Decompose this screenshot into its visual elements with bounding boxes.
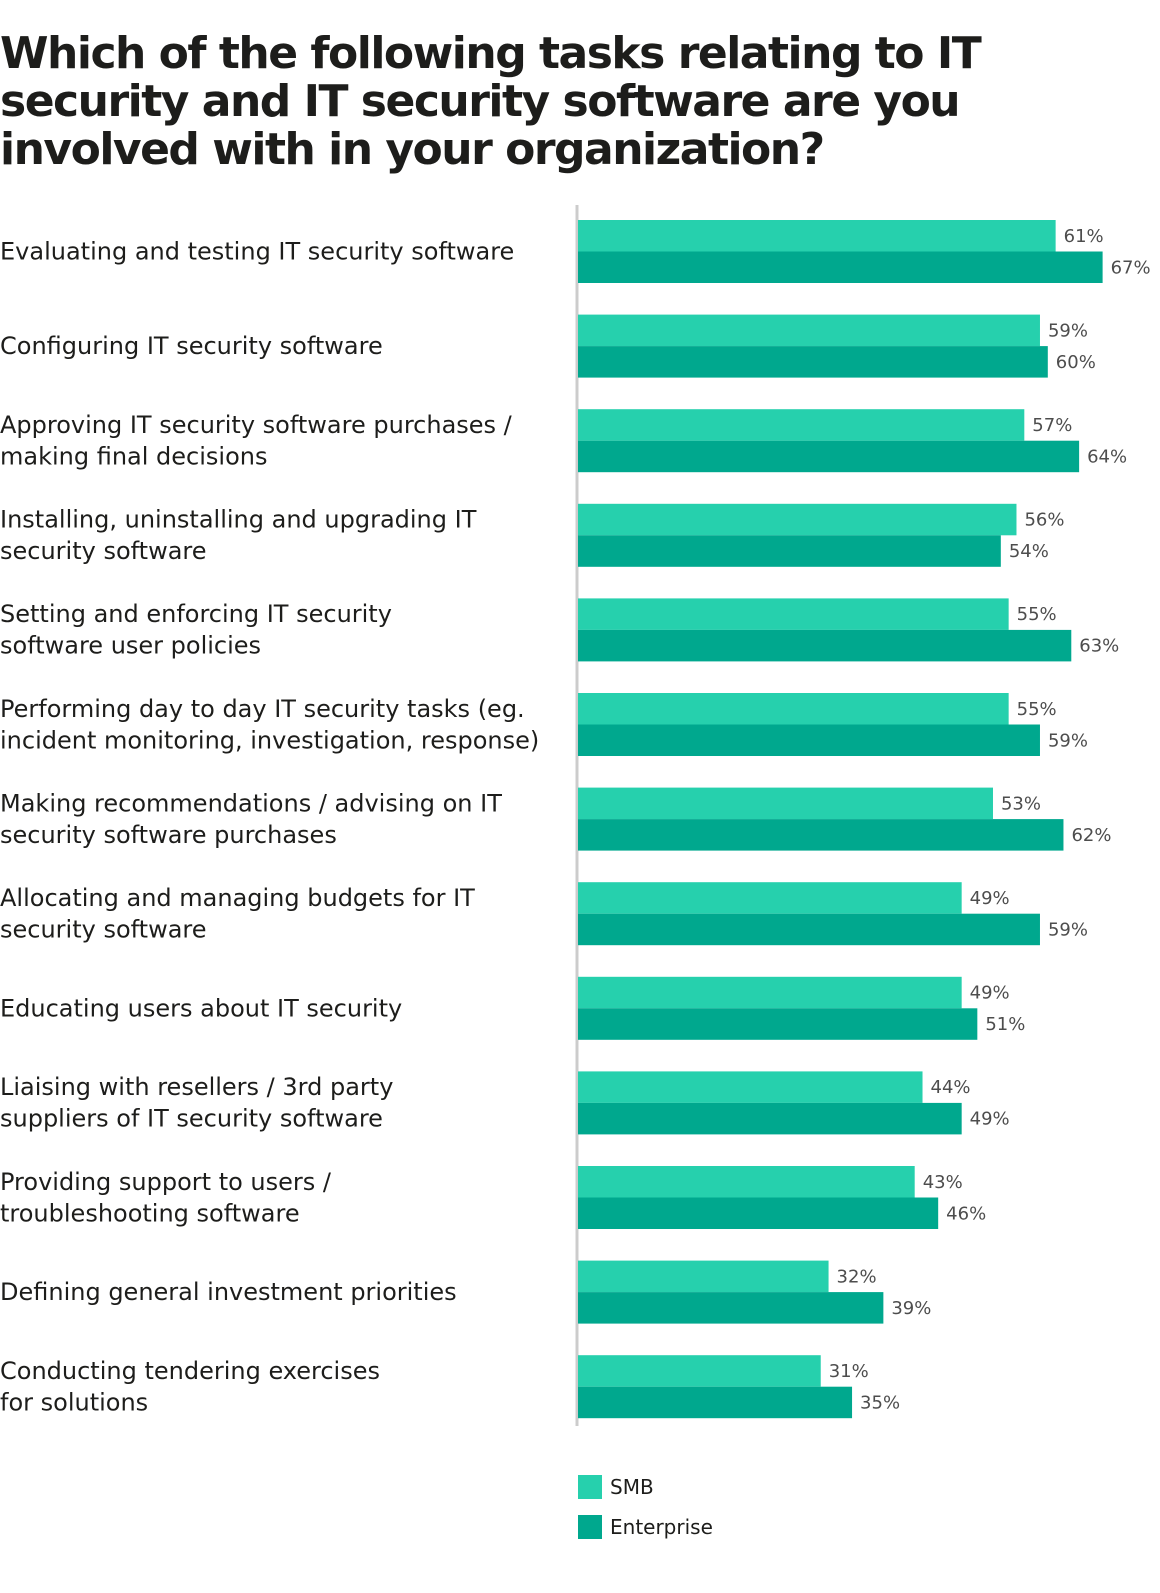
category-label-line: making final decisions [0, 442, 268, 470]
data-label: 56% [1024, 510, 1064, 531]
category-label-line: troubleshooting software [0, 1199, 300, 1227]
category-label-line: Performing day to day IT security tasks … [0, 695, 525, 723]
bar-enterprise [578, 535, 1001, 567]
data-label: 60% [1056, 352, 1096, 373]
bar-smb [578, 1071, 923, 1103]
category-label: Allocating and managing budgets for IT se… [0, 884, 475, 944]
category-label: Defining general investment priorities [0, 1278, 457, 1306]
category-label-line: Setting and enforcing IT security [0, 600, 392, 628]
data-label: 31% [829, 1361, 869, 1382]
data-label: 32% [837, 1266, 877, 1287]
bar-smb [578, 314, 1040, 347]
category-label: Evaluating and testing IT security softw… [0, 238, 514, 266]
category-label: Conducting tendering exercises for soluti… [0, 1357, 380, 1417]
category-label-line: for solutions [0, 1388, 148, 1416]
bar-enterprise [578, 440, 1080, 473]
category-label-line: Installing, uninstalling and upgrading I… [0, 506, 477, 534]
category-label-line: Configuring IT security software [0, 332, 383, 360]
category-label: Providing support to users / troubleshoot… [0, 1168, 332, 1228]
data-label: 59% [1048, 919, 1088, 940]
bar-smb [578, 1166, 915, 1198]
category-label-line: Evaluating and testing IT security softw… [0, 238, 514, 266]
bar-enterprise [578, 724, 1040, 756]
data-label: 57% [1032, 415, 1072, 436]
data-label: 61% [1064, 226, 1104, 247]
category-label: Performing day to day IT security tasks … [0, 695, 539, 755]
bar-enterprise [578, 251, 1103, 283]
data-label: 59% [1048, 730, 1088, 751]
legend-swatch-enterprise [578, 1515, 602, 1539]
bar-smb [578, 598, 1009, 630]
bar-smb [578, 882, 962, 914]
bar-smb [578, 220, 1056, 252]
category-label: Configuring IT security software [0, 332, 383, 360]
category-label-line: Making recommendations / advising on IT [0, 789, 502, 817]
data-label: 67% [1111, 257, 1151, 278]
data-label: 54% [1009, 541, 1049, 562]
category-label-line: suppliers of IT security software [0, 1105, 383, 1133]
bar-enterprise [578, 913, 1040, 946]
category-label-line: Allocating and managing budgets for IT [0, 884, 475, 912]
category-label-line: Defining general investment priorities [0, 1278, 457, 1306]
bar-enterprise [578, 819, 1064, 851]
category-label: Liaising with resellers / 3rd party suppl… [0, 1073, 393, 1133]
category-label-line: Approving IT security software purchases… [0, 411, 513, 439]
bar-smb [578, 1260, 829, 1293]
category-label-line: software user policies [0, 632, 261, 660]
data-label: 35% [860, 1392, 900, 1413]
bar-enterprise [578, 629, 1072, 662]
category-label-line: security software [0, 915, 207, 943]
bar-enterprise [578, 1197, 939, 1229]
bar-enterprise [578, 1102, 962, 1135]
legend-label-enterprise: Enterprise [610, 1515, 713, 1539]
data-label: 55% [1017, 604, 1057, 625]
legend: SMB Enterprise [578, 1475, 713, 1555]
data-label: 51% [985, 1014, 1025, 1035]
bar-smb [578, 409, 1025, 441]
category-label-line: Providing support to users / [0, 1168, 332, 1196]
data-label: 62% [1071, 825, 1111, 846]
category-label: Educating users about IT security [0, 994, 402, 1022]
data-label: 64% [1087, 446, 1127, 467]
category-label-line: Liaising with resellers / 3rd party [0, 1073, 393, 1101]
category-label-line: Conducting tendering exercises [0, 1357, 380, 1385]
legend-item-enterprise: Enterprise [578, 1515, 713, 1539]
category-label: Setting and enforcing IT security softwar… [0, 600, 392, 660]
data-label: 43% [923, 1172, 963, 1193]
category-label-line: incident monitoring, investigation, resp… [0, 726, 539, 754]
data-label: 63% [1079, 636, 1119, 657]
data-label: 59% [1048, 320, 1088, 341]
legend-swatch-smb [578, 1475, 602, 1499]
category-label: Approving IT security software purchases… [0, 411, 513, 471]
bar-enterprise [578, 1292, 884, 1324]
data-label: 49% [970, 1109, 1010, 1130]
category-label-line: Educating users about IT security [0, 994, 402, 1022]
bar-enterprise [578, 1386, 853, 1419]
bar-smb [578, 503, 1017, 536]
bar-chart: Evaluating and testing IT security softw… [0, 205, 1151, 1426]
bar-smb [578, 976, 962, 1009]
bar-smb [578, 1355, 821, 1387]
data-label: 49% [970, 983, 1010, 1004]
data-label: 49% [970, 888, 1010, 909]
category-label-line: security software purchases [0, 821, 337, 849]
bar-enterprise [578, 1008, 978, 1040]
data-label: 39% [891, 1298, 931, 1319]
legend-item-smb: SMB [578, 1475, 713, 1499]
category-label-line: security software [0, 537, 207, 565]
category-label: Making recommendations / advising on IT s… [0, 789, 502, 849]
data-label: 53% [1001, 793, 1041, 814]
data-label: 55% [1017, 699, 1057, 720]
data-label: 44% [931, 1077, 971, 1098]
legend-label-smb: SMB [610, 1475, 654, 1499]
bar-smb [578, 787, 993, 820]
bar-enterprise [578, 346, 1048, 378]
bar-smb [578, 693, 1009, 725]
chart-title: Which of the following tasks relating to… [0, 28, 982, 175]
category-label: Installing, uninstalling and upgrading I… [0, 506, 477, 566]
data-label: 46% [946, 1203, 986, 1224]
